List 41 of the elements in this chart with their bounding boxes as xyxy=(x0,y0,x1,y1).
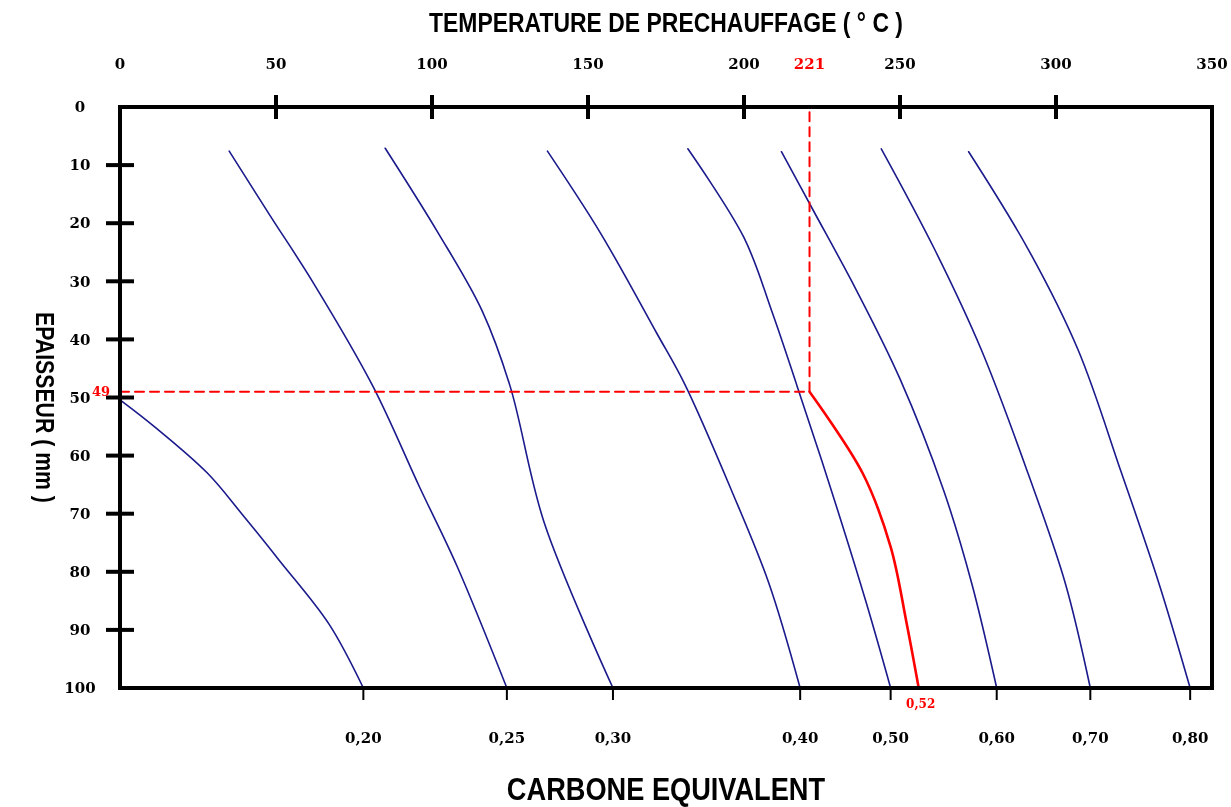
x-tick-label: 250 xyxy=(884,55,916,73)
y-tick-label: 100 xyxy=(64,679,96,698)
annotation: 49 xyxy=(91,383,110,399)
y-tick-label: 30 xyxy=(69,272,91,291)
x-tick-label: 50 xyxy=(265,55,287,73)
annotation: 0,25 xyxy=(488,729,526,747)
y-tick-label: 70 xyxy=(69,504,91,523)
line-series xyxy=(880,148,1092,689)
annotation: 0,30 xyxy=(594,729,632,747)
line-series xyxy=(780,150,998,689)
x-tick-label: 150 xyxy=(572,55,604,73)
y-axis-title: EPAISSEUR ( mm ) xyxy=(30,312,59,503)
x-tick-label: 100 xyxy=(416,55,448,73)
x-tick-label: 300 xyxy=(1040,55,1072,73)
line-series xyxy=(687,148,892,689)
text: CARBONE EQUIVALENT xyxy=(506,770,826,807)
annotation: 0,60 xyxy=(978,729,1015,747)
annotation: 0,80 xyxy=(1171,729,1209,747)
y-tick-label: 20 xyxy=(69,214,91,233)
annotation: 0,70 xyxy=(1072,729,1109,747)
y-tick-label: 0 xyxy=(74,98,86,117)
line-series xyxy=(967,150,1191,689)
y-tick-label: 60 xyxy=(69,446,91,465)
y-tick-label: 80 xyxy=(69,563,91,582)
y-tick-label: 40 xyxy=(69,330,91,349)
y-tick-label: 90 xyxy=(69,621,91,640)
x-axis-title: TEMPERATURE DE PRECHAUFFAGE ( ° C ) xyxy=(429,7,903,38)
y-tick-label: 10 xyxy=(69,156,91,175)
line-series xyxy=(228,150,508,689)
line-series xyxy=(546,150,801,689)
annotation: 0,50 xyxy=(872,729,909,747)
annotation: 0,40 xyxy=(781,729,819,747)
line-series xyxy=(384,147,614,689)
annotation: 0,52 xyxy=(906,697,936,711)
x-tick-label: 350 xyxy=(1196,55,1228,73)
x-tick-label: 0 xyxy=(114,55,126,73)
x-tick-label: 200 xyxy=(728,55,760,73)
annotation: 221 xyxy=(793,55,826,73)
y-tick-label: 50 xyxy=(69,388,91,407)
line-series xyxy=(119,399,365,689)
annotation: 0,20 xyxy=(345,729,382,747)
